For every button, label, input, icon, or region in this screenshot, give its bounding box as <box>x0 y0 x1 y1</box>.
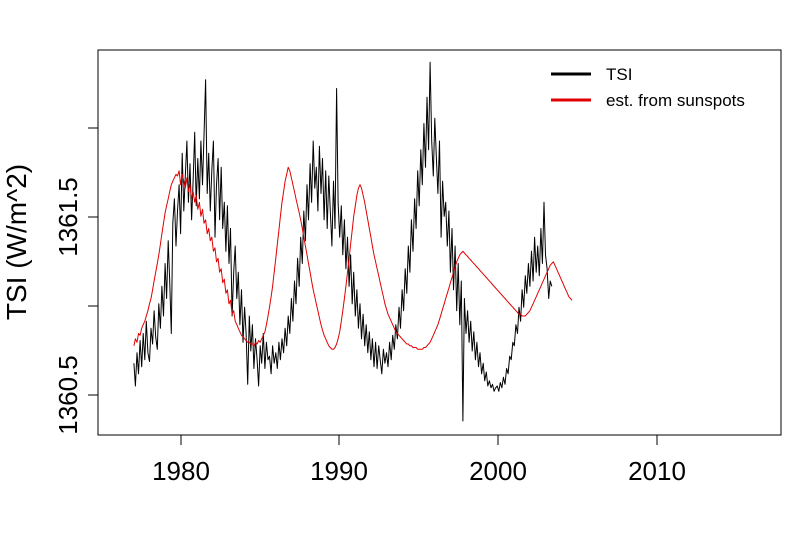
legend-label-est-from-sunspots: est. from sunspots <box>606 91 745 110</box>
series-line-est-from-sunspots <box>133 166 573 350</box>
y-tick-label: 1360.5 <box>53 355 83 435</box>
x-tick-label: 2000 <box>469 456 527 486</box>
legend-label-tsi: TSI <box>606 65 632 84</box>
x-tick-label: 2010 <box>628 456 686 486</box>
legend: TSI est. from sunspots <box>551 65 745 110</box>
y-axis: 1360.5 1361.5 TSI (W/m^2) <box>1 127 99 435</box>
x-tick-label: 1990 <box>310 456 368 486</box>
y-axis-title: TSI (W/m^2) <box>1 164 32 320</box>
y-tick-label: 1361.5 <box>53 177 83 257</box>
series-lines <box>133 61 573 422</box>
x-tick-label: 1980 <box>152 456 210 486</box>
series-line-tsi <box>133 61 553 422</box>
x-axis: 1980 1990 2000 2010 <box>152 434 686 486</box>
